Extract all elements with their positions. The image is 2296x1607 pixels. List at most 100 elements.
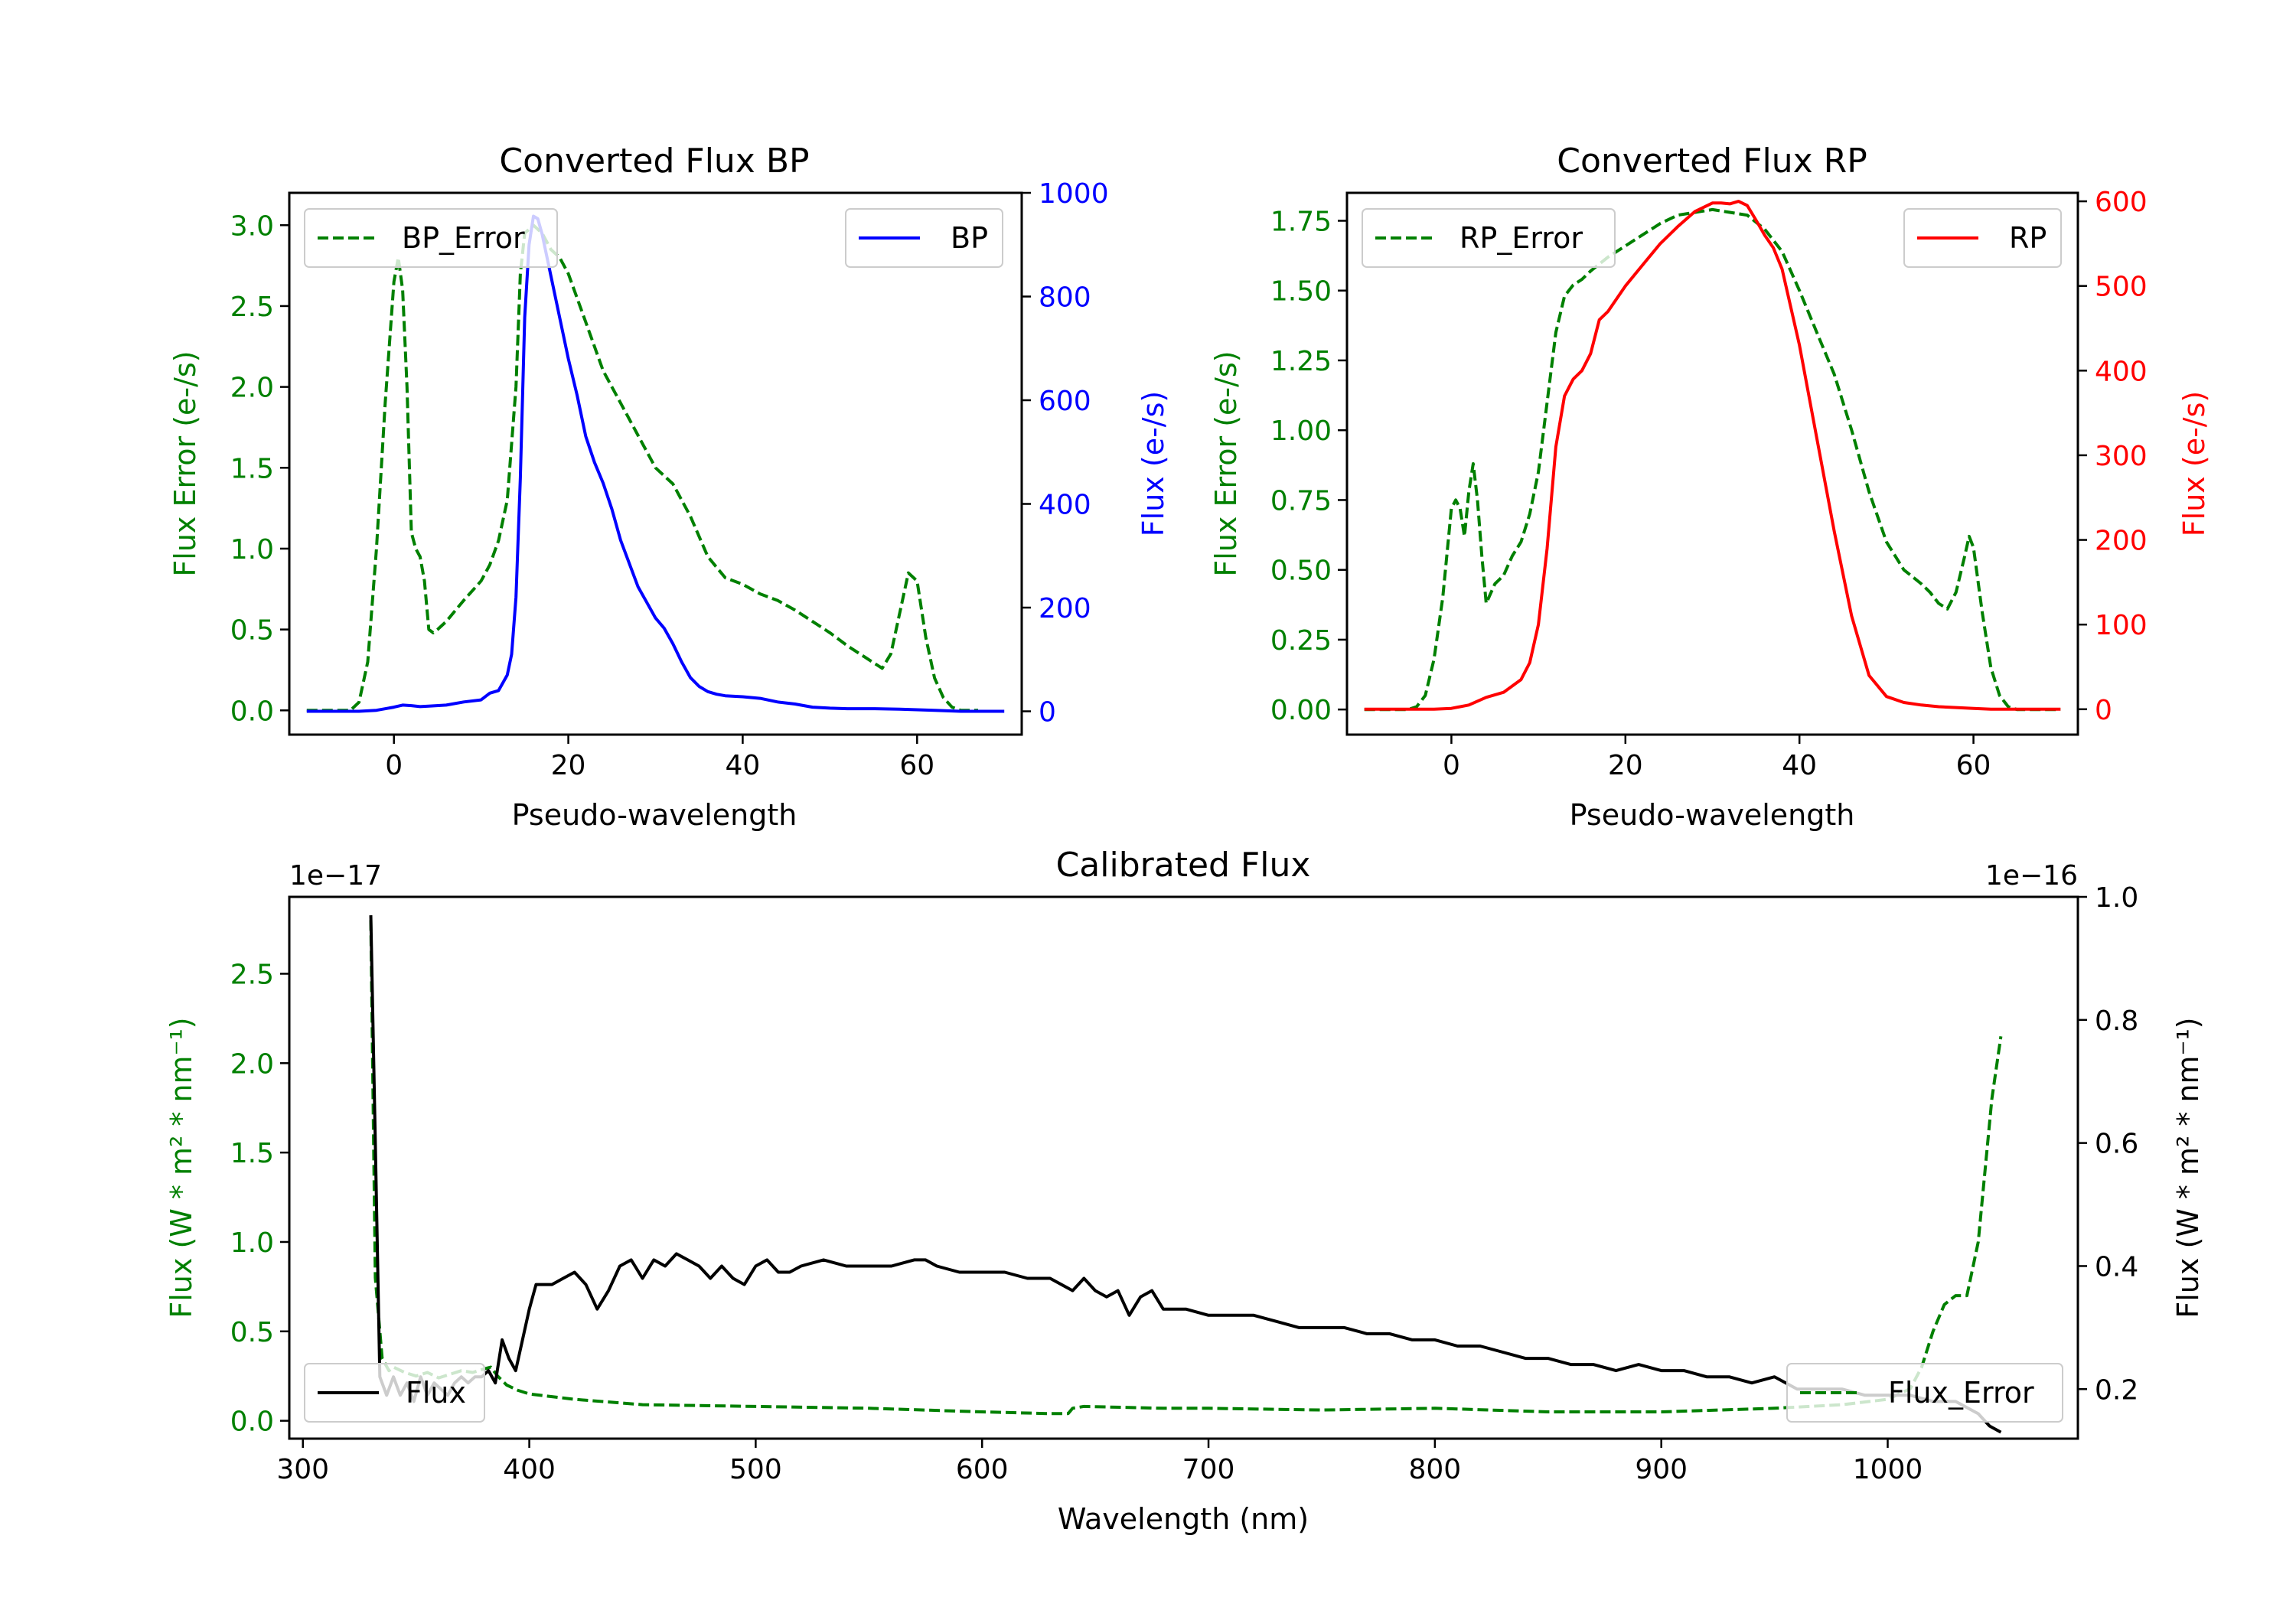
rp-left-tick-label: 1.75: [1270, 206, 1332, 237]
cal-legend-left-label: Flux: [406, 1376, 466, 1410]
rp-left-ticks: 0.00 0.25 0.50 0.75 1.00 1.25 1.50 1.75: [1270, 206, 1347, 726]
rp-left-tick-label: 0.00: [1270, 695, 1332, 726]
rp-legend-left: RP_Error: [1362, 208, 1616, 268]
bp-series-bp-line: [306, 214, 1005, 713]
rp-right-tick-label: 300: [2095, 441, 2148, 472]
cal-right-scale-label: 1e−16: [1985, 860, 2078, 892]
cal-x-tick-label: 1000: [1853, 1454, 1923, 1485]
cal-left-tick-label: 0.0: [230, 1407, 274, 1438]
rp-x-ticks: 0 20 40 60: [1443, 735, 1991, 781]
rp-left-tick-label: 0.75: [1270, 485, 1332, 517]
cal-series-flux-line: [369, 915, 2002, 1434]
rp-right-tick-label: 0: [2095, 695, 2112, 726]
cal-legend-left: Flux: [304, 1363, 485, 1423]
bp-legend-right: BP: [845, 208, 1003, 268]
bp-legend-right-box: [845, 208, 1003, 268]
bp-left-tick-label: 1.0: [230, 534, 274, 566]
rp-axes-frame: [1345, 191, 2079, 736]
cal-x-tick-label: 400: [503, 1454, 556, 1485]
bp-x-axis-label: Pseudo-wavelength: [512, 798, 797, 832]
cal-title: Calibrated Flux: [1056, 846, 1311, 885]
bp-left-tick-label: 2.5: [230, 292, 274, 323]
cal-right-tick-label: 0.6: [2095, 1129, 2138, 1160]
cal-legend-right-box: [1786, 1363, 2063, 1423]
cal-left-tick-label: 0.5: [230, 1317, 274, 1348]
bp-left-tick-label: 0.5: [230, 615, 274, 647]
rp-legend-right-box: [1903, 208, 2062, 268]
cal-x-tick-label: 900: [1635, 1454, 1688, 1485]
rp-x-tick-label: 20: [1608, 750, 1643, 781]
cal-right-tick-label: 1.0: [2095, 882, 2138, 914]
cal-right-ticks: 0.2 0.4 0.6 0.8 1.0: [2078, 882, 2138, 1406]
bp-legend-left-box: [304, 208, 558, 268]
rp-right-tick-label: 200: [2095, 526, 2148, 557]
cal-x-tick-label: 600: [956, 1454, 1009, 1485]
cal-left-tick-label: 1.5: [230, 1138, 274, 1169]
rp-plot-area: [1364, 200, 2061, 712]
cal-left-ticks: 0.0 0.5 1.0 1.5 2.0 2.5: [230, 959, 289, 1438]
panel-bp: Converted Flux BP 0 20 40 60 0.0 0.5 1.0 1.5 2.…: [168, 142, 1170, 832]
rp-left-tick-label: 0.50: [1270, 556, 1332, 587]
rp-right-axis-label: Flux (e-/s): [2177, 391, 2211, 536]
rp-x-axis-label: Pseudo-wavelength: [1570, 798, 1855, 832]
cal-left-tick-label: 2.5: [230, 959, 274, 990]
rp-right-tick-label: 500: [2095, 272, 2148, 303]
bp-plot-area: [306, 214, 1005, 713]
rp-left-tick-label: 1.00: [1270, 416, 1332, 447]
cal-x-ticks: 300 400 500 600 700 800 900 1000: [276, 1439, 1923, 1485]
cal-x-tick-label: 300: [276, 1454, 329, 1485]
rp-right-ticks: 0 100 200 300 400 500 600: [2078, 187, 2148, 726]
bp-x-tick-label: 60: [899, 750, 934, 781]
bp-left-tick-label: 2.0: [230, 373, 274, 404]
cal-x-tick-label: 700: [1182, 1454, 1235, 1485]
cal-plot-area: [369, 915, 2003, 1434]
cal-series-flux-error-line: [369, 920, 2003, 1416]
bp-right-tick-label: 800: [1039, 282, 1091, 314]
cal-x-axis-label: Wavelength (nm): [1058, 1502, 1309, 1536]
bp-x-tick-label: 20: [551, 750, 586, 781]
rp-legend-left-box: [1362, 208, 1616, 268]
bp-right-axis-label: Flux (e-/s): [1137, 391, 1170, 536]
rp-left-tick-label: 1.50: [1270, 276, 1332, 308]
rp-x-tick-label: 60: [1956, 750, 1991, 781]
rp-left-tick-label: 0.25: [1270, 625, 1332, 657]
cal-x-tick-label: 500: [729, 1454, 782, 1485]
rp-left-axis-label: Flux Error (e-/s): [1209, 350, 1243, 576]
rp-left-tick-label: 1.25: [1270, 346, 1332, 377]
cal-left-tick-label: 2.0: [230, 1048, 274, 1080]
rp-legend-right: RP: [1903, 208, 2062, 268]
cal-legend-left-box: [304, 1363, 485, 1423]
bp-legend-left: BP_Error: [304, 208, 558, 268]
bp-right-ticks: 0 200 400 600 800 1000: [1022, 178, 1109, 729]
bp-x-tick-label: 40: [726, 750, 761, 781]
cal-axes-frame: [288, 895, 2079, 1440]
bp-left-axis-label: Flux Error (e-/s): [168, 350, 202, 576]
bp-axes-frame: [288, 191, 1023, 736]
cal-left-scale-label: 1e−17: [289, 860, 382, 892]
cal-right-tick-label: 0.8: [2095, 1006, 2138, 1037]
rp-legend-left-label: RP_Error: [1459, 221, 1583, 255]
bp-legend-left-label: BP_Error: [402, 221, 525, 255]
bp-left-ticks: 0.0 0.5 1.0 1.5 2.0 2.5 3.0: [230, 210, 289, 727]
bp-right-tick-label: 0: [1039, 697, 1056, 729]
cal-legend-right-label: Flux_Error: [1888, 1376, 2034, 1410]
bp-left-tick-label: 1.5: [230, 453, 274, 484]
bp-right-tick-label: 1000: [1039, 178, 1109, 210]
bp-right-tick-label: 200: [1039, 593, 1091, 624]
panel-rp: Converted Flux RP 0 20 40 60 0.000.250.500.…: [1209, 142, 2211, 832]
bp-x-ticks: 0 20 40 60: [385, 735, 934, 781]
bp-right-tick-label: 400: [1039, 490, 1091, 521]
rp-right-tick-label: 400: [2095, 356, 2148, 387]
cal-right-axis-label: Flux (W * m² * nm⁻¹): [2171, 1017, 2205, 1318]
cal-left-tick-label: 1.0: [230, 1227, 274, 1259]
bp-left-tick-label: 0.0: [230, 696, 274, 727]
bp-title: Converted Flux BP: [499, 142, 809, 181]
cal-left-axis-label: Flux (W * m² * nm⁻¹): [165, 1017, 198, 1318]
rp-x-tick-label: 40: [1782, 750, 1817, 781]
bp-x-tick-label: 0: [385, 750, 403, 781]
rp-x-tick-label: 0: [1443, 750, 1460, 781]
cal-right-tick-label: 0.2: [2095, 1374, 2138, 1406]
bp-left-tick-label: 3.0: [230, 210, 274, 242]
rp-right-tick-label: 600: [2095, 187, 2148, 218]
